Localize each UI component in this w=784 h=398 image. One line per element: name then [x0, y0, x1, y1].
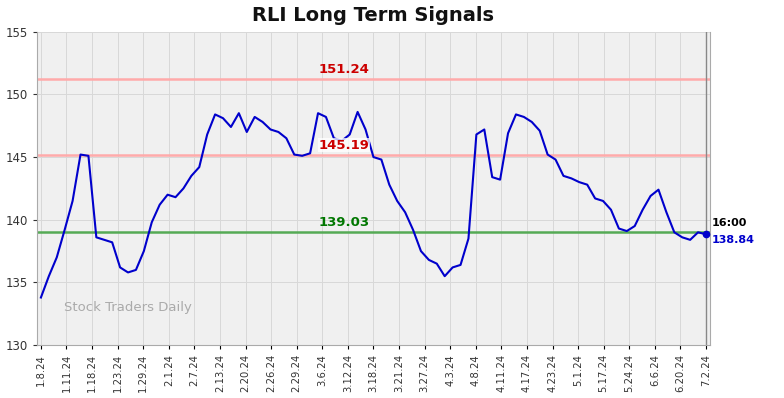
Text: 16:00: 16:00	[712, 218, 747, 228]
Title: RLI Long Term Signals: RLI Long Term Signals	[252, 6, 495, 25]
Text: 151.24: 151.24	[318, 62, 369, 76]
Text: Stock Traders Daily: Stock Traders Daily	[64, 301, 192, 314]
Text: 145.19: 145.19	[318, 139, 369, 152]
Text: 138.84: 138.84	[712, 235, 754, 245]
Text: 139.03: 139.03	[318, 216, 369, 229]
